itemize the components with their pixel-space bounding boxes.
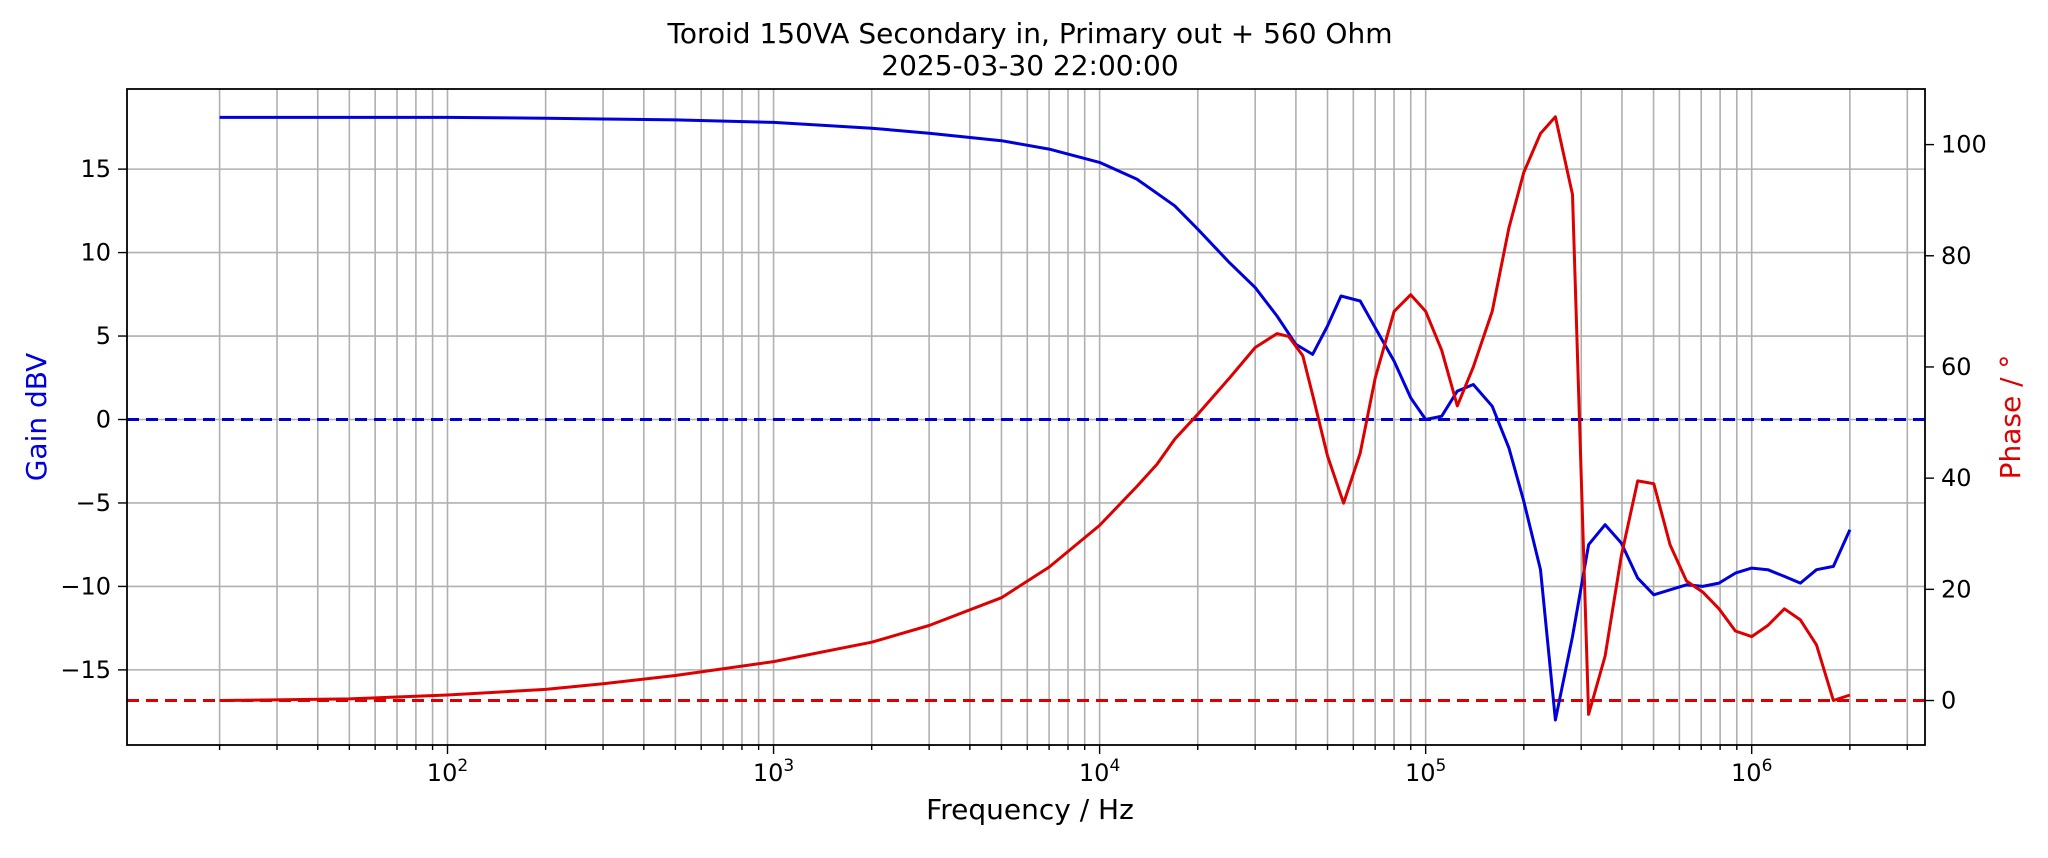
grid-layer <box>127 89 1925 745</box>
y-left-tick-label: −5 <box>76 489 111 517</box>
x-tick-label: 103 <box>753 756 794 787</box>
y-left-tick-label: 5 <box>96 322 111 350</box>
phase-series-line <box>219 115 1851 716</box>
y-left-tick-label: −10 <box>60 572 111 600</box>
y-right-tick-label: 20 <box>1941 575 1972 603</box>
y-right-tick-label: 40 <box>1941 464 1972 492</box>
plot-frame <box>126 88 1926 746</box>
x-axis-label: Frequency / Hz <box>926 793 1134 826</box>
chart-subtitle: 2025-03-30 22:00:00 <box>881 49 1178 82</box>
y-right-tick-label: 0 <box>1941 687 1956 715</box>
chart-title: Toroid 150VA Secondary in, Primary out +… <box>667 17 1393 50</box>
y-left-tick-label: 15 <box>80 155 111 183</box>
gain-series-line <box>219 115 1852 722</box>
y-right-tick-label: 100 <box>1941 131 1987 159</box>
y-left-tick-label: −15 <box>60 656 111 684</box>
x-tick-label: 105 <box>1405 756 1446 787</box>
reference-lines <box>127 418 1925 703</box>
x-tick-label: 106 <box>1731 756 1772 787</box>
y-left-tick-label: 0 <box>96 406 111 434</box>
axis-layer: 102 103 104 105 106151050−5−10−1510080604020… <box>60 131 1986 787</box>
x-tick-label: 102 <box>427 756 468 787</box>
y-right-tick-label: 80 <box>1941 242 1972 270</box>
y-left-tick-label: 10 <box>80 239 111 267</box>
y-right-tick-label: 60 <box>1941 353 1972 381</box>
y-axis-label-right: Phase / ° <box>1994 355 2027 480</box>
series-layer <box>219 115 1852 722</box>
y-axis-label-left: Gain dBV <box>20 353 53 482</box>
x-tick-label: 104 <box>1079 756 1120 787</box>
